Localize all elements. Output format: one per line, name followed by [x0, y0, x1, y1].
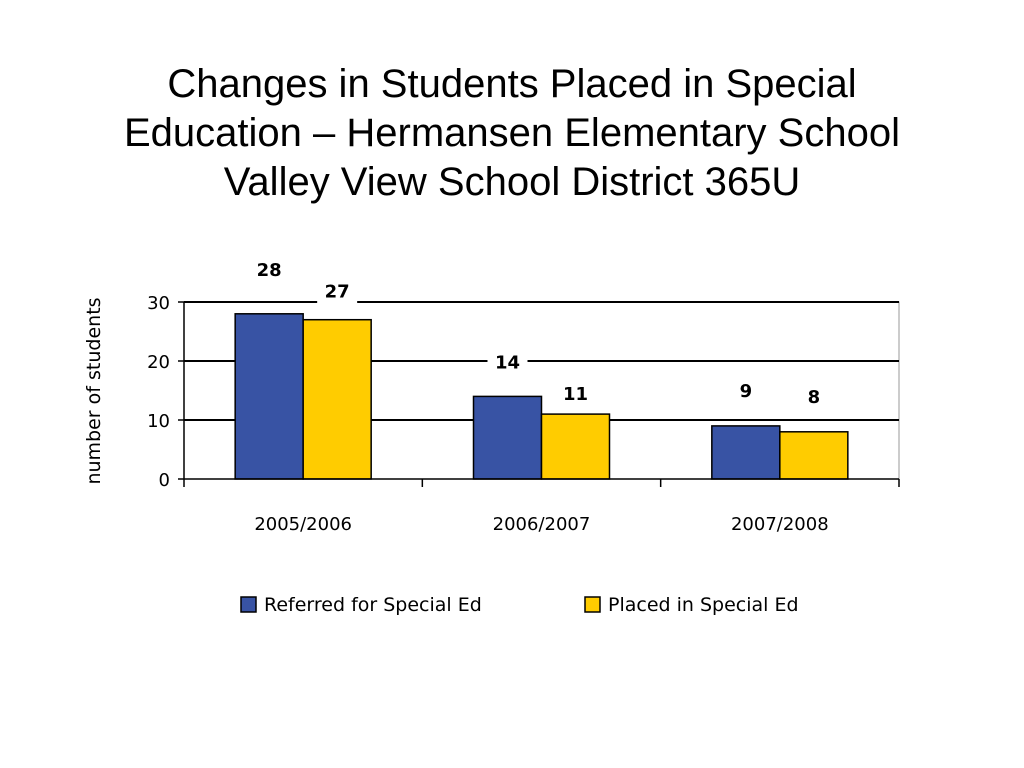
legend-swatch [584, 596, 601, 613]
data-label-background [487, 349, 528, 376]
x-tick-label: 2006/2007 [493, 514, 591, 535]
y-tick-label: 30 [147, 293, 170, 314]
data-label-background [317, 278, 358, 305]
axes: 0 10 20 30 2005/2006 2006/2007 2007/2008 [147, 293, 900, 535]
data-label-background [725, 377, 766, 404]
legend-swatch [240, 596, 257, 613]
data-label-background [555, 381, 596, 408]
bar [540, 413, 611, 480]
x-tick-label: 2007/2008 [731, 514, 829, 535]
legend-label: Referred for Special Ed [264, 594, 482, 616]
data-label: 8 [808, 387, 821, 408]
bar [302, 318, 372, 480]
data-label-background [793, 383, 834, 410]
bar [472, 395, 543, 480]
data-labels: 28 27 14 11 9 8 [249, 256, 834, 410]
y-tick-label: 20 [147, 352, 170, 373]
title-line-3: Valley View School District 365U [223, 160, 801, 204]
slide-title: Changes in Students Placed in Special Ed… [0, 60, 1024, 207]
x-tick-label: 2005/2006 [254, 514, 352, 535]
bar [779, 431, 849, 480]
title-line-2: Education – Hermansen Elementary School [124, 111, 900, 155]
data-label: 14 [495, 352, 520, 373]
title-line-1: Changes in Students Placed in Special [167, 62, 857, 106]
y-axis-label: number of students [83, 297, 105, 484]
legend-label: Placed in Special Ed [608, 594, 799, 616]
data-label: 28 [257, 260, 282, 281]
data-label-background [249, 256, 290, 283]
data-label: 27 [325, 282, 350, 303]
y-tick-label: 10 [147, 411, 170, 432]
data-label: 9 [740, 381, 753, 402]
y-tick-label: 0 [159, 470, 170, 491]
bar [711, 425, 781, 480]
data-label: 11 [563, 384, 588, 405]
bars [234, 313, 849, 480]
legend: Referred for Special Ed Placed in Special… [240, 594, 799, 616]
bar [234, 313, 304, 480]
